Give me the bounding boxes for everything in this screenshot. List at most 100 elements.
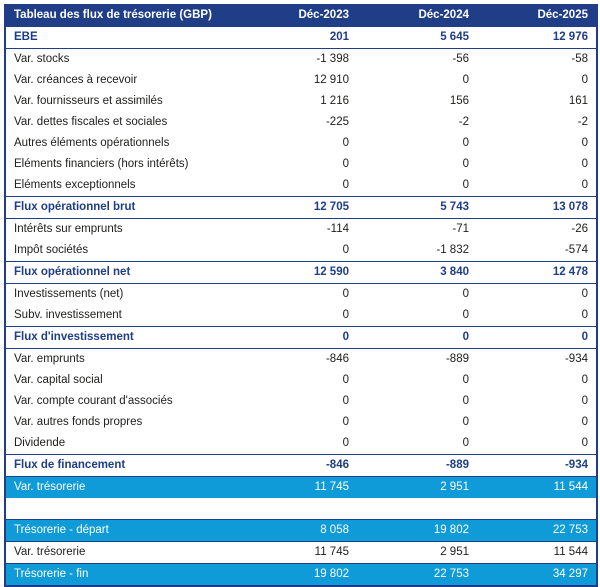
- row-value-1: 0: [342, 179, 349, 191]
- table-row: Trésorerie - fin 19 802 22 753 34 297: [5, 562, 597, 587]
- row-label: Impôt sociétés: [14, 244, 89, 256]
- table-row: Var. créances à recevoir 12 910 0 0: [5, 70, 597, 91]
- row-value-2: -2: [458, 116, 469, 128]
- table-row: Dividende 0 0 0: [5, 433, 597, 455]
- row-label: Var. capital social: [14, 374, 103, 386]
- row-value-3: 11 544: [477, 540, 597, 563]
- row-value-1: 201: [237, 26, 357, 49]
- row-value-3: -574: [564, 244, 588, 256]
- table-row: Var. trésorerie 11 745 2 951 11 544: [5, 540, 597, 563]
- row-value-1: 0: [342, 137, 349, 149]
- table-row: Autres éléments opérationnels 0 0 0: [5, 133, 597, 154]
- row-label: Investissements (net): [5, 283, 237, 305]
- row-value-3: 161: [568, 95, 588, 107]
- row-value-1: 12 705: [237, 196, 357, 219]
- row-value-2: 0: [462, 179, 469, 191]
- cash-flow-statement-table: Tableau des flux de trésorerie (GBP) Déc…: [4, 4, 598, 587]
- table-row: EBE 201 5 645 12 976: [5, 26, 597, 49]
- row-value-1: 12 590: [237, 261, 357, 284]
- row-value-1: 0: [342, 309, 349, 321]
- row-value-1: -225: [325, 116, 349, 128]
- table-row: Flux opérationnel brut 12 705 5 743 13 078: [5, 196, 597, 219]
- row-value-3: 12 976: [477, 26, 597, 49]
- row-value-2: 2 951: [357, 476, 477, 498]
- row-label: Trésorerie - départ: [5, 518, 237, 541]
- row-value-3: 0: [581, 158, 588, 170]
- row-value-2: 0: [462, 374, 469, 386]
- row-value-1: 0: [237, 326, 357, 349]
- spacer-cell: [5, 498, 597, 519]
- row-value-3: 13 078: [477, 196, 597, 219]
- row-label: Var. compte courant d'associés: [14, 395, 173, 407]
- row-value-2: -889: [357, 348, 477, 370]
- table-row: Var. dettes fiscales et sociales -225 -2 -2: [5, 112, 597, 133]
- table-row: Var. capital social 0 0 0: [5, 370, 597, 391]
- row-value-3: -2: [577, 116, 588, 128]
- table-title: Tableau des flux de trésorerie (GBP): [5, 4, 237, 27]
- table-row: Intérêts sur emprunts -114 -71 -26: [5, 218, 597, 240]
- row-value-3: 0: [581, 416, 588, 428]
- table-row: Trésorerie - départ 8 058 19 802 22 753: [5, 518, 597, 541]
- row-label: Var. autres fonds propres: [14, 416, 143, 428]
- row-value-1: -846: [237, 454, 357, 477]
- row-value-3: -26: [477, 218, 597, 240]
- table-row: Subv. investissement 0 0 0: [5, 305, 597, 327]
- table-row: Flux de financement -846 -889 -934: [5, 454, 597, 477]
- row-value-2: 19 802: [357, 518, 477, 541]
- table-row: Flux opérationnel net 12 590 3 840 12 478: [5, 261, 597, 284]
- row-label: Var. fournisseurs et assimilés: [14, 95, 163, 107]
- row-value-2: 22 753: [357, 562, 477, 587]
- row-value-3: 12 478: [477, 261, 597, 284]
- table-row: Flux d'investissement 0 0 0: [5, 326, 597, 349]
- row-value-2: -56: [357, 48, 477, 70]
- row-value-2: 0: [462, 137, 469, 149]
- row-label: Flux opérationnel brut: [5, 196, 237, 219]
- row-value-1: 0: [342, 437, 349, 449]
- row-label: Trésorerie - fin: [5, 562, 237, 587]
- row-spacer: [5, 498, 597, 519]
- row-value-1: 0: [342, 416, 349, 428]
- table-header-row: Tableau des flux de trésorerie (GBP) Déc…: [5, 4, 597, 27]
- row-value-2: 0: [462, 309, 469, 321]
- row-value-3: -934: [477, 454, 597, 477]
- row-value-1: 12 910: [313, 74, 349, 86]
- row-value-1: -114: [237, 218, 357, 240]
- row-value-2: 5 645: [357, 26, 477, 49]
- row-value-2: 0: [462, 416, 469, 428]
- row-value-3: -934: [477, 348, 597, 370]
- row-value-2: 2 951: [357, 540, 477, 563]
- row-label: Intérêts sur emprunts: [5, 218, 237, 240]
- row-value-3: 0: [581, 395, 588, 407]
- row-value-3: 22 753: [477, 518, 597, 541]
- row-label: Dividende: [14, 437, 66, 449]
- row-label: Flux d'investissement: [5, 326, 237, 349]
- table-row: Impôt sociétés 0 -1 832 -574: [5, 240, 597, 262]
- row-value-1: 0: [342, 244, 349, 256]
- column-header-1: Déc-2023: [237, 4, 357, 27]
- row-value-2: 0: [462, 395, 469, 407]
- row-value-1: -1 398: [237, 48, 357, 70]
- row-label: Var. dettes fiscales et sociales: [14, 116, 168, 128]
- row-value-1: 8 058: [237, 518, 357, 541]
- table-row: Var. stocks -1 398 -56 -58: [5, 48, 597, 70]
- row-value-3: 0: [581, 437, 588, 449]
- row-value-1: 11 745: [237, 540, 357, 563]
- row-value-3: 0: [581, 74, 588, 86]
- row-value-2: 0: [462, 158, 469, 170]
- row-value-3: 0: [581, 137, 588, 149]
- row-value-3: 0: [581, 179, 588, 191]
- row-value-1: 19 802: [237, 562, 357, 587]
- column-header-3: Déc-2025: [477, 4, 597, 27]
- table-row: Eléments exceptionnels 0 0 0: [5, 175, 597, 197]
- table-row: Var. trésorerie 11 745 2 951 11 544: [5, 476, 597, 498]
- table-row: Investissements (net) 0 0 0: [5, 283, 597, 305]
- row-value-3: 0: [581, 309, 588, 321]
- table-row: Eléments financiers (hors intérêts) 0 0 0: [5, 154, 597, 175]
- row-value-3: 0: [581, 374, 588, 386]
- row-value-2: -889: [357, 454, 477, 477]
- row-value-2: 0: [357, 283, 477, 305]
- table-row: Var. compte courant d'associés 0 0 0: [5, 391, 597, 412]
- row-value-3: 11 544: [477, 476, 597, 498]
- row-value-2: 3 840: [357, 261, 477, 284]
- row-label: Eléments financiers (hors intérêts): [14, 158, 189, 170]
